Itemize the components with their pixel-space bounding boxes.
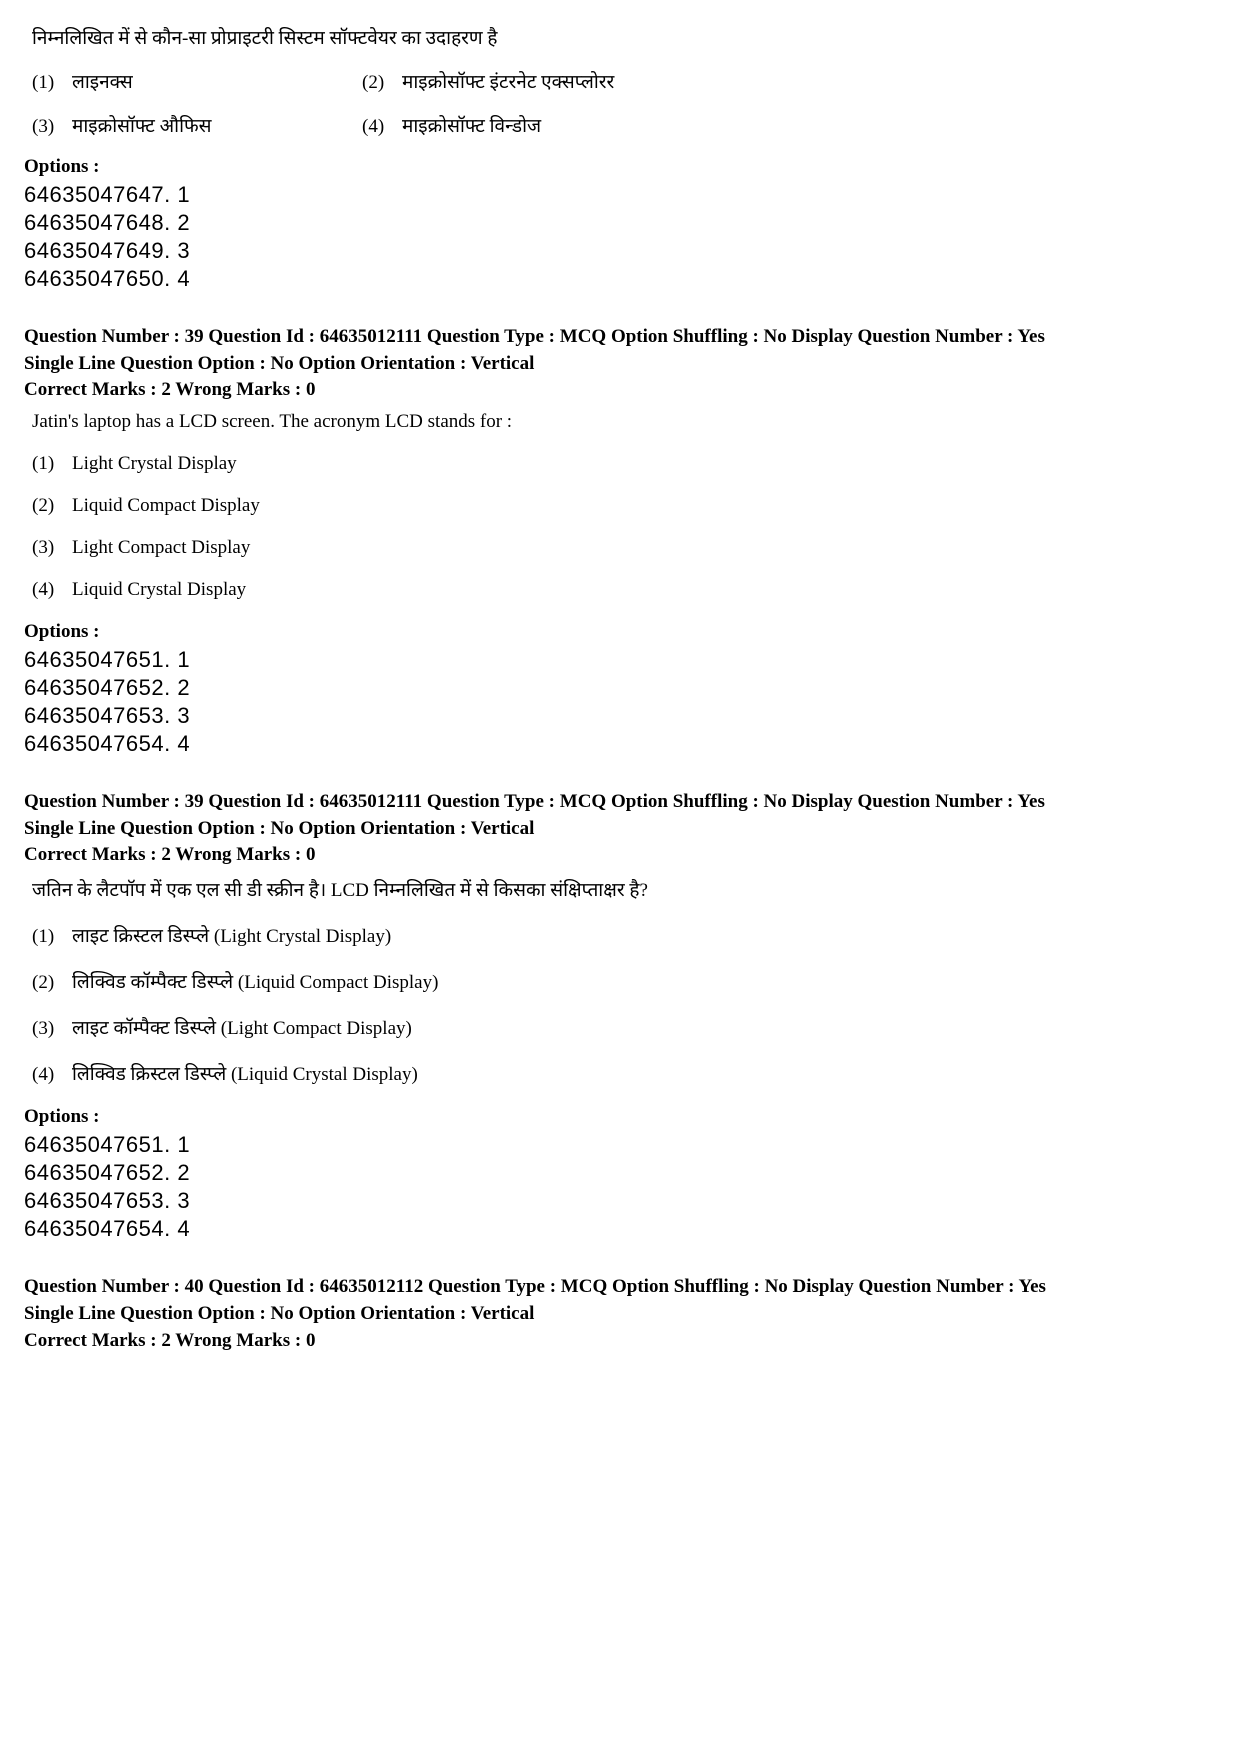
answer-row: (3) लाइट कॉम्पैक्ट डिस्प्ले (Light Compa… <box>32 1014 1216 1040</box>
answer-text: Liquid Compact Display <box>72 495 260 517</box>
answer-cell: (3) माइक्रोसॉफ्ट औफिस <box>32 112 362 138</box>
meta-line: Single Line Question Option : No Option … <box>24 351 1216 378</box>
answer-number: (2) <box>362 72 402 94</box>
marks-line: Correct Marks : 2 Wrong Marks : 0 <box>24 1330 1216 1352</box>
option-code: 64635047652. 2 <box>24 1160 1216 1186</box>
option-code: 64635047647. 1 <box>24 182 1216 208</box>
marks-line: Correct Marks : 2 Wrong Marks : 0 <box>24 844 1216 866</box>
answer-row: (2) Liquid Compact Display <box>32 495 1216 517</box>
answer-number: (2) <box>32 972 72 994</box>
answer-row: (4) लिक्विड क्रिस्टल डिस्प्ले (Liquid Cr… <box>32 1060 1216 1086</box>
meta-line: Single Line Question Option : No Option … <box>24 1301 1216 1328</box>
answer-row: (3) माइक्रोसॉफ्ट औफिस (4) माइक्रोसॉफ्ट व… <box>32 112 1216 138</box>
answer-number: (4) <box>32 579 72 601</box>
answer-row: (2) लिक्विड कॉम्पैक्ट डिस्प्ले (Liquid C… <box>32 968 1216 994</box>
question-stem: निम्नलिखित में से कौन-सा प्रोप्राइटरी सि… <box>32 24 1216 50</box>
answer-text: माइक्रोसॉफ्ट विन्डोज <box>402 112 541 138</box>
question-stem: Jatin's laptop has a LCD screen. The acr… <box>32 411 1216 433</box>
answer-number: (1) <box>32 926 72 948</box>
answer-number: (3) <box>32 537 72 559</box>
meta-line: Question Number : 40 Question Id : 64635… <box>24 1274 1216 1301</box>
answer-number: (3) <box>32 1018 72 1040</box>
option-code: 64635047650. 4 <box>24 266 1216 292</box>
options-label: Options : <box>24 621 1216 643</box>
option-code: 64635047648. 2 <box>24 210 1216 236</box>
answer-cell: (2) माइक्रोसॉफ्ट इंटरनेट एक्सप्लोरर <box>362 68 614 94</box>
option-code: 64635047654. 4 <box>24 731 1216 757</box>
option-code: 64635047651. 1 <box>24 1132 1216 1158</box>
answer-text: लाइट क्रिस्टल डिस्प्ले (Light Crystal Di… <box>72 922 391 948</box>
answer-number: (1) <box>32 72 72 94</box>
answer-cell: (1) लाइनक्स <box>32 68 362 94</box>
answer-number: (3) <box>32 116 72 138</box>
answer-row: (4) Liquid Crystal Display <box>32 579 1216 601</box>
answer-text: लिक्विड क्रिस्टल डिस्प्ले (Liquid Crysta… <box>72 1060 418 1086</box>
answer-number: (4) <box>32 1064 72 1086</box>
question-meta: Question Number : 39 Question Id : 64635… <box>24 789 1216 842</box>
question-meta: Question Number : 39 Question Id : 64635… <box>24 324 1216 377</box>
answer-row: (1) Light Crystal Display <box>32 453 1216 475</box>
answer-number: (2) <box>32 495 72 517</box>
meta-line: Question Number : 39 Question Id : 64635… <box>24 324 1216 351</box>
answer-text: लाइनक्स <box>72 68 133 94</box>
option-code: 64635047653. 3 <box>24 1188 1216 1214</box>
answer-text: Light Crystal Display <box>72 453 237 475</box>
option-code: 64635047651. 1 <box>24 647 1216 673</box>
answer-row: (1) लाइनक्स (2) माइक्रोसॉफ्ट इंटरनेट एक्… <box>32 68 1216 94</box>
answer-row: (3) Light Compact Display <box>32 537 1216 559</box>
answer-text: माइक्रोसॉफ्ट इंटरनेट एक्सप्लोरर <box>402 68 614 94</box>
option-code: 64635047652. 2 <box>24 675 1216 701</box>
answer-text: Liquid Crystal Display <box>72 579 246 601</box>
question-meta: Question Number : 40 Question Id : 64635… <box>24 1274 1216 1327</box>
question-stem: जतिन के लैटपॉप में एक एल सी डी स्क्रीन ह… <box>32 876 1216 902</box>
answer-text: माइक्रोसॉफ्ट औफिस <box>72 112 211 138</box>
option-code: 64635047653. 3 <box>24 703 1216 729</box>
answer-number: (4) <box>362 116 402 138</box>
exam-page: निम्नलिखित में से कौन-सा प्रोप्राइटरी सि… <box>0 0 1240 1382</box>
options-label: Options : <box>24 156 1216 178</box>
option-code: 64635047649. 3 <box>24 238 1216 264</box>
meta-line: Question Number : 39 Question Id : 64635… <box>24 789 1216 816</box>
answer-text: लाइट कॉम्पैक्ट डिस्प्ले (Light Compact D… <box>72 1014 412 1040</box>
options-label: Options : <box>24 1106 1216 1128</box>
answer-text: Light Compact Display <box>72 537 250 559</box>
answer-number: (1) <box>32 453 72 475</box>
answer-row: (1) लाइट क्रिस्टल डिस्प्ले (Light Crysta… <box>32 922 1216 948</box>
meta-line: Single Line Question Option : No Option … <box>24 816 1216 843</box>
answer-text: लिक्विड कॉम्पैक्ट डिस्प्ले (Liquid Compa… <box>72 968 438 994</box>
marks-line: Correct Marks : 2 Wrong Marks : 0 <box>24 379 1216 401</box>
answer-cell: (4) माइक्रोसॉफ्ट विन्डोज <box>362 112 541 138</box>
option-code: 64635047654. 4 <box>24 1216 1216 1242</box>
